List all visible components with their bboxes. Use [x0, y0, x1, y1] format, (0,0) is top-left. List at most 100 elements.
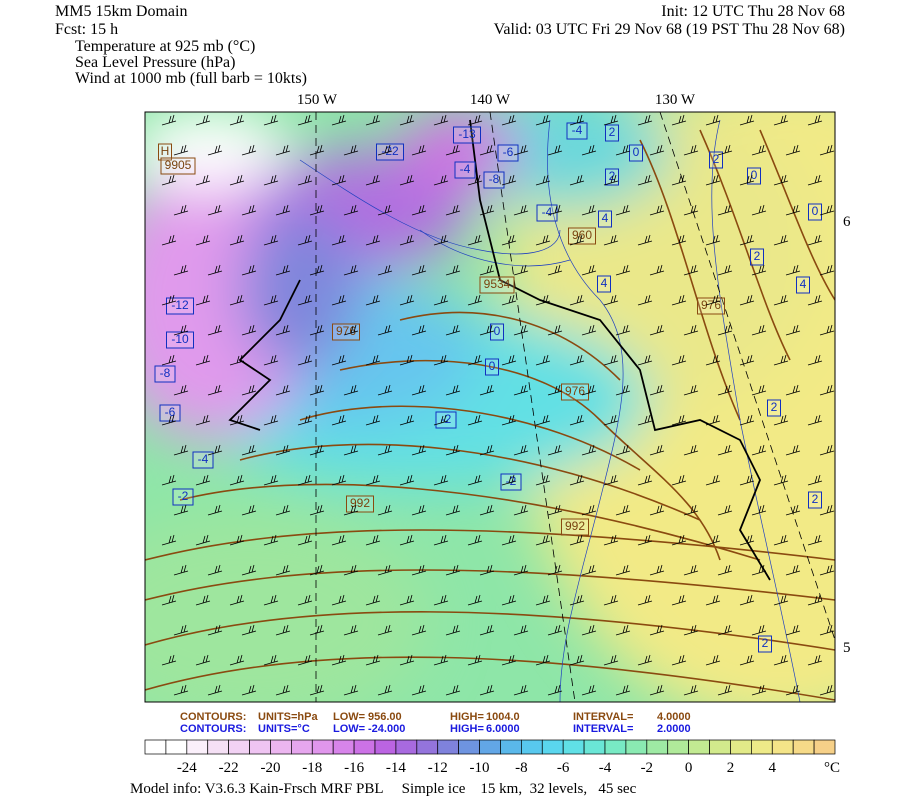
wind-barb: [343, 264, 359, 276]
wind-barb: [467, 114, 483, 126]
wind-barb: [705, 234, 721, 246]
label-box: [598, 210, 612, 228]
label-box: [454, 161, 476, 179]
wind-barb: [819, 564, 835, 576]
wind-barb: [229, 174, 245, 186]
wind-barb: [637, 654, 653, 666]
wind-barb: [207, 384, 223, 396]
wind-barb: [739, 114, 755, 126]
label-box: [453, 126, 481, 144]
label-box: [605, 124, 619, 142]
wind-barb: [535, 234, 551, 246]
wind-barb: [637, 354, 653, 366]
colorbar-box: [667, 739, 689, 755]
wind-barb: [785, 564, 801, 576]
wind-barb: [535, 354, 551, 366]
contour-info: 2.0000: [657, 723, 691, 735]
wind-barb: [569, 354, 585, 366]
wind-barb: [603, 114, 619, 126]
colorbar-box: [625, 739, 648, 755]
wind-barb: [683, 264, 699, 276]
wind-barb: [275, 144, 291, 156]
wind-barb: [717, 444, 733, 456]
contour-info: HIGH=: [450, 711, 484, 723]
wind-barb: [411, 504, 427, 516]
colorbar-label: -8: [515, 760, 528, 776]
wind-barb: [173, 144, 189, 156]
label-box: [750, 248, 764, 266]
wind-barb: [705, 114, 721, 126]
field-label: Wind at 1000 mb (full barb = 10kts): [75, 70, 307, 87]
wind-barb: [377, 264, 393, 276]
wind-barb: [513, 444, 529, 456]
wind-barb: [717, 624, 733, 636]
wind-barb: [297, 114, 313, 126]
wind-barb: [195, 654, 211, 666]
wind-barb: [615, 444, 631, 456]
wind-barb: [773, 654, 789, 666]
temperature-label: -4: [460, 162, 471, 176]
wind-barb: [479, 684, 495, 696]
wind-barb: [513, 684, 529, 696]
wind-barb: [275, 624, 291, 636]
wind-barb: [671, 594, 687, 606]
colorbar-box: [207, 739, 229, 755]
wind-barb: [807, 354, 823, 366]
wind-barb: [807, 534, 823, 546]
colorbar-box: [479, 739, 501, 755]
wind-barb: [207, 324, 223, 336]
temperature-label: 2: [609, 169, 616, 183]
wind-barb: [819, 504, 835, 516]
map-frame: [144, 111, 836, 703]
label-box: [709, 151, 723, 169]
wind-barb: [603, 354, 619, 366]
temperature-label: 2: [771, 400, 778, 414]
wind-barb: [649, 384, 665, 396]
wind-barb: [637, 474, 653, 486]
wind-barb: [377, 504, 393, 516]
wind-barb: [807, 174, 823, 186]
wind-barb: [819, 324, 835, 336]
wind-barb: [671, 354, 687, 366]
wind-barb: [331, 414, 347, 426]
wind-barb: [399, 594, 415, 606]
wind-barb: [479, 564, 495, 576]
wind-barb: [365, 174, 381, 186]
colorbar-box: [228, 739, 250, 755]
wind-barb: [501, 174, 517, 186]
label-box: [483, 171, 505, 189]
wind-barb: [479, 324, 495, 336]
wind-barb: [501, 654, 517, 666]
wind-barb: [263, 654, 279, 666]
wind-barb: [207, 564, 223, 576]
wind-barb: [773, 114, 789, 126]
colorbar-box: [521, 739, 543, 755]
wind-barb: [581, 504, 597, 516]
wind-barb: [785, 324, 801, 336]
wind-barb: [411, 384, 427, 396]
wind-barb: [569, 234, 585, 246]
wind-barb: [411, 204, 427, 216]
wind-barb: [229, 234, 245, 246]
wind-barb: [161, 654, 177, 666]
wind-barb: [399, 354, 415, 366]
wind-barb: [309, 564, 325, 576]
wind-barb: [569, 414, 585, 426]
wind-barb: [445, 264, 461, 276]
wind-barb: [773, 414, 789, 426]
wind-barb: [377, 324, 393, 336]
label-box: [158, 143, 172, 161]
wind-barb: [547, 264, 563, 276]
wind-barb: [377, 564, 393, 576]
wind-barb: [785, 444, 801, 456]
lon-label: 150 W: [297, 92, 338, 108]
temperature-label: -10: [171, 332, 189, 346]
wind-barb: [615, 624, 631, 636]
colorbar-box: [249, 739, 271, 755]
wind-barb: [637, 174, 653, 186]
wind-barb: [297, 354, 313, 366]
wind-barb: [309, 324, 325, 336]
wind-barb: [207, 204, 223, 216]
wind-barb: [581, 264, 597, 276]
wind-barb: [399, 654, 415, 666]
